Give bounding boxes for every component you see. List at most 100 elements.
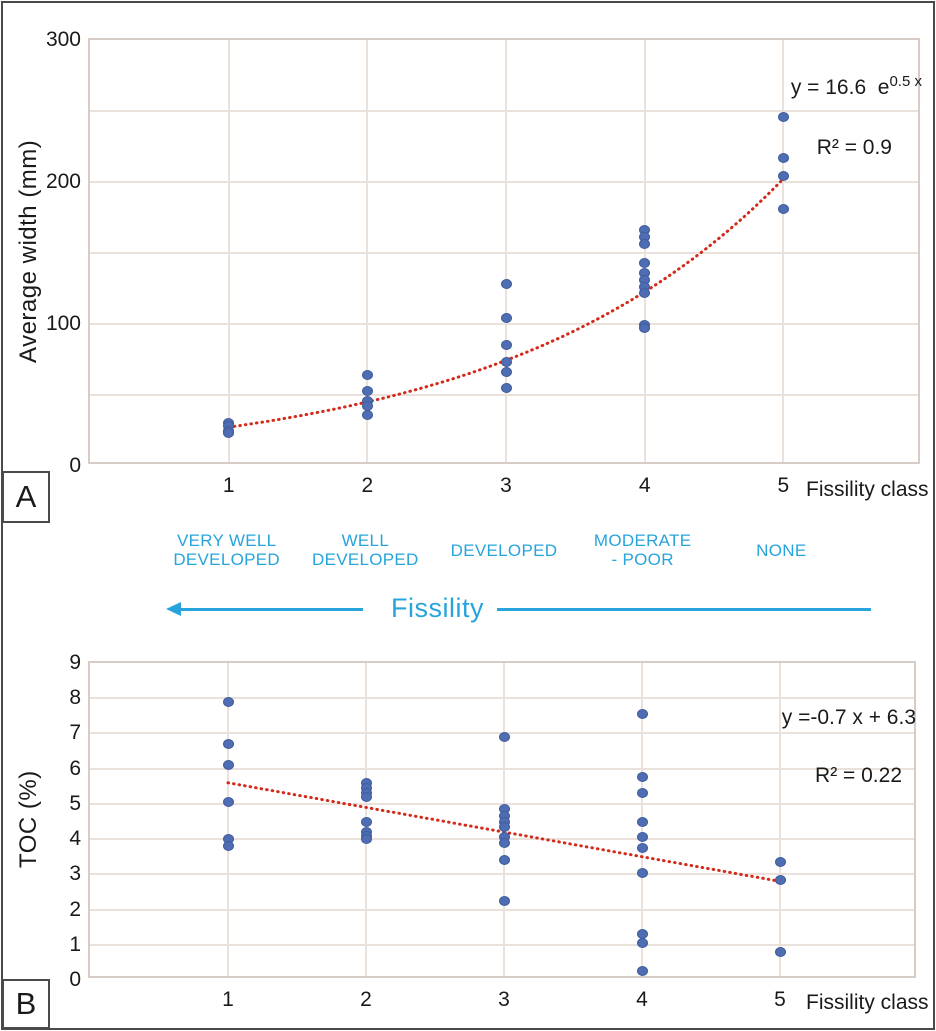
x-axis-tick-label: 1 (222, 474, 235, 497)
trendline (226, 781, 782, 883)
data-point (636, 788, 648, 799)
fissility-category-label: DEVELOPED (450, 541, 558, 560)
horizontal-gridline (90, 181, 918, 183)
data-point (223, 428, 235, 439)
horizontal-gridline (90, 252, 918, 254)
fissility-category-label: VERY WELL DEVELOPED (173, 531, 280, 569)
x-axis-tick-label: 4 (638, 474, 651, 497)
y-axis-tick-label: 2 (69, 897, 81, 921)
data-point (498, 855, 510, 866)
data-point (500, 367, 512, 378)
y-axis-tick-label: 8 (69, 686, 81, 710)
horizontal-gridline (90, 110, 918, 112)
data-point (222, 760, 234, 771)
panel-b-x-axis-title: Fissility class (806, 991, 929, 1014)
y-axis-tick-label: 0 (69, 454, 81, 477)
y-axis-tick-label: 5 (69, 791, 81, 815)
horizontal-gridline (90, 767, 914, 770)
x-axis-tick-label: 4 (636, 988, 648, 1011)
data-point (639, 323, 651, 334)
panel-a-r-squared: R² = 0.9 (816, 136, 892, 159)
data-point (639, 287, 651, 298)
data-point (777, 171, 789, 182)
horizontal-gridline (90, 394, 918, 396)
data-point (777, 111, 789, 122)
fissility-arrow-line-left (178, 608, 363, 611)
x-axis-tick-label: 5 (777, 474, 790, 497)
data-point (360, 791, 372, 802)
data-point (498, 895, 510, 906)
horizontal-gridline (90, 943, 914, 946)
data-point (774, 857, 786, 867)
fissility-category-label: MODERATE - POOR (593, 531, 692, 569)
horizontal-gridline (90, 873, 914, 876)
fissility-category-label: WELL DEVELOPED (312, 531, 419, 569)
horizontal-gridline (90, 697, 914, 700)
y-axis-tick-label: 0 (69, 968, 81, 991)
data-point (361, 409, 373, 420)
data-point (636, 832, 648, 843)
y-axis-tick-label: 7 (69, 721, 81, 745)
data-point (774, 946, 786, 957)
vertical-gridline (782, 40, 785, 462)
data-point (360, 834, 372, 845)
x-axis-tick-label: 3 (500, 474, 512, 497)
data-point (636, 867, 648, 878)
data-point (500, 357, 512, 368)
horizontal-gridline (90, 323, 918, 325)
data-point (360, 816, 372, 827)
data-point (500, 382, 512, 393)
data-point (639, 257, 651, 268)
data-point (636, 709, 648, 720)
data-point (500, 340, 512, 351)
data-point (361, 385, 373, 396)
data-point (777, 152, 789, 163)
vertical-gridline (366, 40, 369, 462)
data-point (636, 938, 648, 949)
panel-a-equation-text: y = 16.6 e (790, 76, 890, 99)
y-axis-tick-label: 4 (69, 827, 81, 851)
panel-b-plot-area: 0 1 2 3 4 5 6 7 8 9 1 2 3 4 5 (69, 651, 916, 1011)
panel-b-label: B (2, 979, 50, 1029)
data-point (636, 772, 648, 783)
data-point (639, 239, 651, 250)
data-point (498, 731, 510, 742)
data-point (636, 816, 648, 827)
data-point (361, 370, 373, 381)
vertical-gridline (643, 40, 646, 462)
x-axis-tick-label: 5 (774, 988, 786, 1011)
fissility-left-arrow-icon (166, 602, 181, 616)
data-point (777, 203, 789, 214)
x-axis-tick-label: 2 (360, 988, 372, 1011)
data-point (222, 739, 234, 749)
horizontal-gridline (90, 908, 914, 911)
x-axis-tick-label: 3 (498, 988, 510, 1011)
data-point (498, 837, 510, 848)
panel-b-r-squared: R² = 0.22 (815, 764, 902, 787)
x-axis-tick-label: 2 (361, 474, 374, 497)
data-point (774, 874, 786, 885)
fissility-arrow-line-right (497, 608, 871, 611)
vertical-gridline (227, 663, 229, 976)
vertical-gridline (505, 40, 507, 462)
y-axis-tick-label: 6 (69, 756, 81, 780)
vertical-gridline (227, 40, 230, 462)
y-axis-tick-label: 100 (45, 312, 81, 335)
data-point (222, 696, 234, 707)
data-point (500, 313, 512, 324)
data-point (498, 821, 510, 832)
data-point (636, 966, 648, 977)
panel-a-label: A (2, 471, 50, 523)
panel-a-plot-area: 0 100 200 300 1 2 3 4 5 (46, 28, 920, 497)
panel-b-equation-text: y =-0.7 x + 6.3 (781, 706, 916, 729)
y-axis-tick-label: 3 (69, 862, 81, 886)
y-axis-tick-label: 300 (45, 28, 81, 51)
x-axis-tick-label: 1 (222, 988, 234, 1011)
horizontal-gridline (90, 802, 914, 805)
y-axis-tick-label: 1 (69, 932, 81, 956)
panel-a-equation-exponent: 0.5 x (889, 73, 922, 90)
fissility-category-label: NONE (756, 541, 807, 560)
data-point (222, 797, 234, 808)
panel-a-y-axis-title: Average width (mm) (15, 139, 42, 363)
